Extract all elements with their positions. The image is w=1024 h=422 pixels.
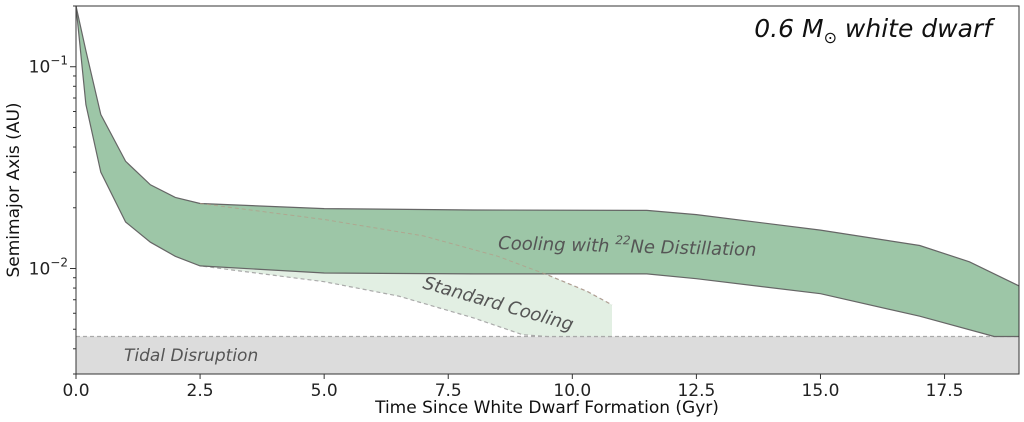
tick-layer: 0.0 2.5 5.0 7.5 10.0 12.5 15.0 17.5 10−1 10−2 xyxy=(29,5,964,401)
distillation-band-lower-edge xyxy=(76,6,1019,338)
x-tick-label: 7.5 xyxy=(435,381,462,401)
x-tick-label: 5.0 xyxy=(311,381,338,401)
x-tick-label: 15.0 xyxy=(802,381,840,401)
y-tick-label: 10−1 xyxy=(29,54,68,78)
annotation-tidal-disruption: Tidal Disruption xyxy=(124,346,258,366)
distillation-band-upper-edge xyxy=(76,6,1019,287)
bands-layer xyxy=(76,6,1019,374)
x-tick-label: 17.5 xyxy=(926,381,964,401)
x-tick-label: 10.0 xyxy=(553,381,591,401)
chart-title: 0.6 M⊙ white dwarf xyxy=(754,14,995,47)
distillation-band xyxy=(76,6,1019,337)
y-axis-label: Semimajor Axis (AU) xyxy=(4,102,24,277)
y-tick-label: 10−2 xyxy=(29,256,68,280)
plot-frame xyxy=(75,5,1020,375)
x-tick-label: 12.5 xyxy=(677,381,715,401)
standard-cooling-band-lower-edge xyxy=(200,265,612,338)
annotation-distillation: Cooling with 22Ne Distillation xyxy=(498,230,757,261)
x-tick-label: 0.0 xyxy=(62,381,89,401)
x-axis-label: Time Since White Dwarf Formation (Gyr) xyxy=(374,398,719,418)
x-tick-label: 2.5 xyxy=(187,381,214,401)
standard-cooling-trace xyxy=(200,203,613,306)
tidal-disruption-band xyxy=(76,336,1019,374)
